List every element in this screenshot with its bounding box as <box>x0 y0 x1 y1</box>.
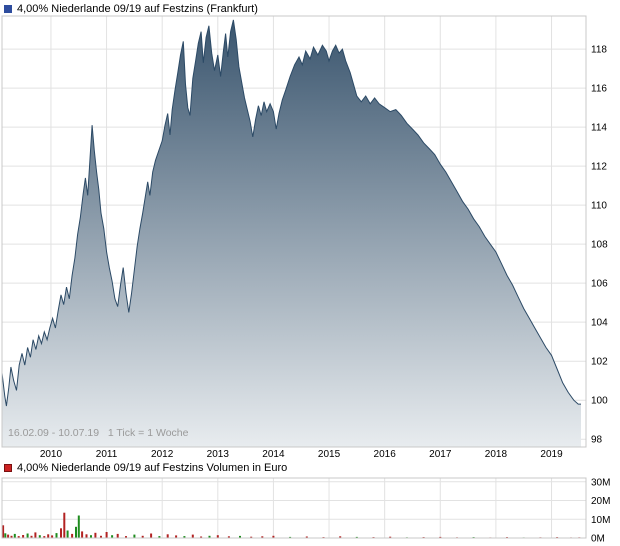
price-xtick-label: 2013 <box>207 449 230 460</box>
price-line <box>1 19 581 407</box>
volume-bar <box>75 526 77 539</box>
volume-chart-header: 4,00% Niederlande 09/19 auf Festzins Vol… <box>4 462 287 474</box>
price-ytick-label: 106 <box>591 279 608 290</box>
price-ytick-label: 118 <box>591 45 607 56</box>
price-xtick-label: 2016 <box>374 449 397 460</box>
volume-bar <box>141 535 144 539</box>
volume-bar <box>439 536 442 538</box>
price-chart-plot: 98 100 102 104 106 108 110 112 114 116 118 2010 2011… <box>1 15 608 460</box>
price-ytick-label: 104 <box>591 318 608 329</box>
volume-bar <box>339 536 342 538</box>
price-ytick-label: 112 <box>591 162 607 173</box>
volume-bar <box>200 536 203 538</box>
volume-ytick-label: 20M <box>591 496 610 507</box>
volume-bar <box>175 535 178 538</box>
volume-bar <box>289 536 292 538</box>
price-xtick-label: 2010 <box>40 449 63 460</box>
volume-bar <box>85 534 88 539</box>
volume-bar <box>133 534 136 538</box>
volume-bar <box>30 535 33 539</box>
volume-bar <box>158 536 161 538</box>
volume-gridlines <box>2 478 586 539</box>
volume-bar <box>183 536 186 538</box>
volume-bar <box>26 533 29 538</box>
volume-bar <box>10 535 13 539</box>
volume-bar <box>355 536 358 538</box>
volume-series-legend-marker <box>4 464 12 472</box>
volume-ytick-label: 30M <box>591 477 610 488</box>
volume-bar <box>94 532 97 539</box>
price-ytick-label: 108 <box>591 240 608 251</box>
price-chart-header: 4,00% Niederlande 09/19 auf Festzins (Fr… <box>4 3 258 15</box>
volume-ytick-label: 10M <box>591 515 610 526</box>
volume-bar <box>77 515 80 538</box>
volume-bar <box>261 536 264 538</box>
price-ytick-label: 98 <box>591 435 603 446</box>
price-xtick-label: 2012 <box>151 449 174 460</box>
volume-bar <box>250 536 253 538</box>
volume-bars <box>2 512 581 539</box>
volume-bar <box>116 533 119 538</box>
price-ytick-label: 100 <box>591 396 608 407</box>
price-ytick-label: 114 <box>591 123 607 134</box>
volume-chart-title: 4,00% Niederlande 09/19 auf Festzins Vol… <box>17 462 288 474</box>
volume-bar <box>191 534 194 538</box>
volume-bar <box>43 536 46 538</box>
volume-ytick-label: 0M <box>591 534 605 545</box>
price-xtick-label: 2014 <box>262 449 285 460</box>
volume-bar <box>47 534 50 539</box>
volume-bar <box>71 533 74 538</box>
volume-bar <box>55 533 58 538</box>
volume-bar <box>150 533 153 538</box>
volume-bar <box>51 535 54 538</box>
price-plot-frame <box>1 15 587 448</box>
volume-bar <box>125 536 127 538</box>
date-range-label: 16.02.09 - 10.07.19 1 Tick = 1 Woche <box>8 427 189 439</box>
volume-bar <box>227 536 230 538</box>
volume-bar <box>34 532 37 538</box>
volume-bar <box>305 536 308 538</box>
volume-bar <box>17 536 20 538</box>
price-ytick-label: 110 <box>591 201 607 212</box>
volume-bar <box>272 535 275 539</box>
volume-bar <box>105 532 108 538</box>
price-xtick-label: 2018 <box>485 449 508 460</box>
volume-bar <box>63 512 66 538</box>
price-xtick-label: 2011 <box>96 449 118 460</box>
volume-bar <box>38 535 41 538</box>
price-xtick-label: 2019 <box>540 449 563 460</box>
volume-bar <box>60 528 62 539</box>
volume-bar <box>22 535 25 538</box>
volume-bar <box>216 535 219 538</box>
volume-bar <box>239 535 241 538</box>
volume-bar <box>13 533 16 538</box>
price-ytick-label: 116 <box>591 84 607 95</box>
price-series-legend-marker <box>4 5 12 13</box>
price-ytick-label: 102 <box>591 357 608 368</box>
price-xtick-label: 2015 <box>318 449 341 460</box>
volume-bar <box>81 531 84 538</box>
volume-bar <box>208 535 211 539</box>
volume-bar <box>166 534 169 539</box>
volume-bar <box>389 536 392 538</box>
volume-bar <box>100 535 102 539</box>
volume-bar <box>4 533 7 538</box>
price-area-fill <box>2 19 581 448</box>
volume-plot-frame <box>1 477 587 539</box>
price-chart-title: 4,00% Niederlande 09/19 auf Festzins (Fr… <box>17 3 258 15</box>
volume-bar <box>90 535 92 538</box>
price-xtick-label: 2017 <box>429 449 452 460</box>
volume-bar <box>66 530 69 538</box>
volume-chart-plot: 0M 10M 20M 30M <box>1 477 610 545</box>
volume-bar <box>7 534 10 538</box>
volume-bar <box>111 535 114 538</box>
volume-bar <box>2 525 5 539</box>
